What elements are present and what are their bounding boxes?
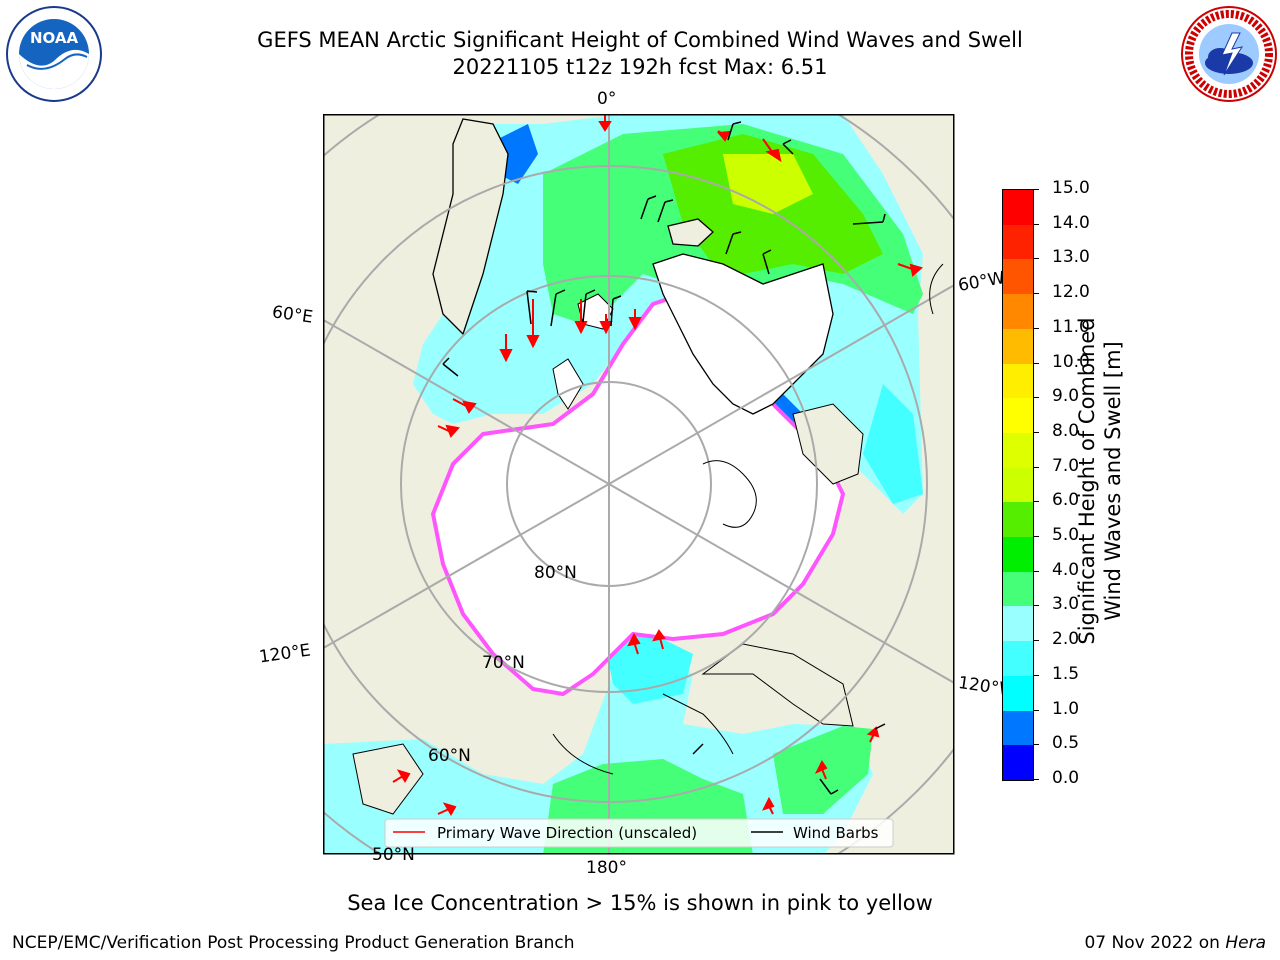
colorbar-segment (1003, 397, 1033, 433)
colorbar-tick-label: 6.0 (1052, 490, 1080, 511)
footer-right: 07 Nov 2022 on Hera (1084, 933, 1266, 953)
baffin-water (863, 384, 923, 504)
colorbar-tick-label: 0.5 (1052, 733, 1080, 754)
scandinavia (432, 118, 509, 336)
colorbar-tick-label: 2.0 (1052, 629, 1080, 650)
baffin-island (792, 403, 864, 485)
colorbar-tick-mark (1033, 570, 1039, 572)
colorbar-segment (1003, 536, 1033, 572)
colorbar-label-line2: Wind Waves and Swell [m] (1101, 341, 1125, 621)
colorbar-tick-label: 1.0 (1052, 698, 1080, 719)
wave-dir-legend-label: Primary Wave Direction (unscaled) (437, 824, 697, 842)
lat-label-60: 60°N (428, 746, 471, 766)
colorbar-tick-label: 14.0 (1052, 212, 1090, 233)
lon-label-120e: 120°E (257, 640, 312, 668)
colorbar-tick-mark (1033, 779, 1039, 780)
colorbar-segment (1003, 606, 1033, 642)
colorbar-tick-mark (1033, 605, 1039, 607)
wave-zone-6m (723, 154, 813, 214)
colorbar-segment (1003, 259, 1033, 295)
footer-machine: Hera (1225, 933, 1266, 953)
colorbar-segment (1003, 432, 1033, 468)
lon-label-60w: 60°W (956, 268, 1007, 296)
novaya-zemlya (552, 358, 584, 410)
colorbar-tick-label: 10.0 (1052, 351, 1090, 372)
colorbar-tick-mark (1033, 189, 1039, 190)
alaska (701, 643, 854, 727)
colorbar-tick-label: 3.0 (1052, 594, 1080, 615)
sea-ice-note: Sea Ice Concentration > 15% is shown in … (347, 891, 933, 915)
noaa-logo: NOAA (6, 6, 102, 102)
kamchatka (352, 743, 424, 815)
colorbar-tick-label: 8.0 (1052, 420, 1080, 441)
colorbar (1002, 189, 1034, 781)
wave-direction-arrows (392, 114, 924, 816)
colorbar-tick-mark (1033, 709, 1039, 711)
colorbar-segment (1003, 710, 1033, 746)
wind-barbs-legend-label: Wind Barbs (793, 824, 879, 842)
colorbar-segment (1003, 293, 1033, 329)
arctic-map: Primary Wave Direction (unscaled) Wind B… (323, 114, 955, 855)
lon-label-60e: 60°E (270, 302, 315, 328)
colorbar-tick-mark (1033, 362, 1039, 364)
colorbar-segment (1003, 189, 1033, 225)
colorbar-tick-label: 4.0 (1052, 559, 1080, 580)
chukchi-water (603, 634, 693, 704)
footer-left: NCEP/EMC/Verification Post Processing Pr… (12, 933, 575, 953)
colorbar-segment (1003, 328, 1033, 364)
graticule (323, 114, 954, 854)
colorbar-tick-label: 13.0 (1052, 247, 1090, 268)
colorbar-segment (1003, 571, 1033, 607)
colorbar-segment (1003, 745, 1033, 780)
lat-label-80: 80°N (534, 563, 577, 583)
colorbar-tick-mark (1033, 431, 1039, 433)
colorbar-tick-mark (1033, 674, 1039, 676)
greenland (652, 253, 834, 415)
colorbar-tick-label: 12.0 (1052, 282, 1090, 303)
map-legend: Primary Wave Direction (unscaled) Wind B… (384, 818, 894, 848)
colorbar-segment (1003, 467, 1033, 503)
colorbar-tick-mark (1033, 536, 1039, 538)
colorbar-segment (1003, 640, 1033, 676)
colorbar-tick-label: 0.0 (1052, 768, 1080, 788)
colorbar-tick-mark (1033, 293, 1039, 295)
lon-label-180: 180° (586, 858, 627, 878)
chart-title-line2: 20221105 t12z 192h fcst Max: 6.51 (452, 55, 828, 79)
colorbar-tick-label: 15.0 (1052, 178, 1090, 198)
colorbar-tick-mark (1033, 397, 1039, 399)
chart-title-line1: GEFS MEAN Arctic Significant Height of C… (257, 28, 1023, 52)
colorbar-label: Significant Height of Combined Wind Wave… (1074, 281, 1126, 681)
colorbar-tick-mark (1033, 223, 1039, 225)
iceland (667, 218, 714, 247)
footer-date: 07 Nov 2022 on (1084, 933, 1226, 953)
colorbar-tick-mark (1033, 640, 1039, 642)
colorbar-tick-label: 1.5 (1052, 663, 1080, 684)
noaa-logo-text: NOAA (30, 29, 79, 47)
colorbar-segment (1003, 675, 1033, 711)
lat-label-70: 70°N (482, 653, 525, 673)
colorbar-tick-label: 7.0 (1052, 455, 1080, 476)
lon-label-0: 0° (597, 89, 617, 109)
colorbar-label-line1: Significant Height of Combined (1075, 317, 1099, 645)
nws-logo (1181, 6, 1277, 102)
colorbar-segment (1003, 224, 1033, 260)
colorbar-tick-mark (1033, 744, 1039, 746)
wind-barbs (442, 121, 886, 795)
colorbar-tick-mark (1033, 258, 1039, 260)
colorbar-tick-mark (1033, 501, 1039, 503)
lat-label-50: 50°N (372, 845, 415, 865)
colorbar-segment (1003, 502, 1033, 538)
baltic-water (498, 124, 538, 184)
colorbar-tick-label: 5.0 (1052, 525, 1080, 546)
colorbar-tick-mark (1033, 327, 1039, 329)
colorbar-segment (1003, 363, 1033, 399)
colorbar-tick-mark (1033, 466, 1039, 468)
colorbar-tick-label: 11.0 (1052, 316, 1090, 337)
map-frame (323, 114, 955, 855)
colorbar-tick-label: 9.0 (1052, 386, 1080, 407)
coastlines (552, 263, 944, 775)
